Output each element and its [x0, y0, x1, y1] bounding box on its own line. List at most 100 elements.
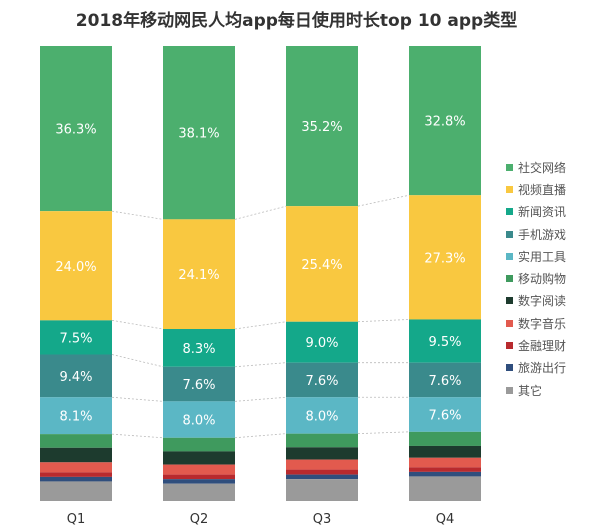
legend-swatch: [506, 163, 513, 171]
legend-item: 数字阅读: [506, 290, 593, 312]
connector-line: [357, 194, 410, 207]
legend-item: 数字音乐: [506, 312, 593, 334]
bar-segment-2-q3: [286, 206, 358, 322]
bar-segment-4-q2: [163, 366, 235, 402]
legend-swatch: [506, 386, 513, 394]
legend-label: 社交网络: [518, 160, 567, 175]
bar-segment-10-q2: [163, 479, 235, 484]
x-tick-label: Q3: [313, 512, 332, 527]
x-tick-label: Q4: [436, 512, 455, 527]
bar-segment-10-q3: [286, 474, 358, 480]
data-label: 8.0%: [305, 409, 338, 424]
bar-segment-4-q4: [409, 362, 481, 398]
bar-segment-8-q3: [286, 459, 358, 470]
bar-segment-5-q1: [40, 397, 112, 435]
legend-swatch: [506, 275, 513, 283]
bar-segment-11-q1: [40, 481, 112, 501]
legend-label: 手机游戏: [518, 227, 567, 242]
legend-label: 新闻资讯: [518, 205, 567, 220]
legend-swatch: [506, 252, 513, 260]
data-label: 27.3%: [424, 251, 465, 266]
bar-segment-6-q4: [409, 431, 481, 446]
bar-segment-10-q4: [409, 471, 481, 477]
data-label: 8.1%: [59, 410, 92, 425]
data-label: 8.3%: [182, 342, 215, 357]
connector-line: [111, 396, 164, 402]
data-label: 8.0%: [182, 414, 215, 429]
bar-segment-5-q4: [409, 397, 481, 432]
bar-segment-9-q4: [409, 467, 481, 472]
bar-segment-7-q1: [40, 447, 112, 463]
data-label: 7.6%: [305, 374, 338, 389]
data-label: 7.5%: [59, 331, 92, 346]
legend-label: 实用工具: [518, 249, 567, 264]
legend-label: 移动购物: [518, 272, 567, 287]
bar-segment-8-q2: [163, 464, 235, 475]
bar-segment-3-q2: [163, 329, 235, 367]
bar-segment-2-q4: [409, 195, 481, 320]
legend-item: 视频直播: [506, 178, 593, 200]
legend-item: 金融理财: [506, 334, 593, 356]
data-label: 9.0%: [305, 336, 338, 351]
legend-swatch: [506, 319, 513, 327]
bar-segment-6-q3: [286, 433, 358, 448]
data-label: 9.4%: [59, 370, 92, 385]
bar-segment-1-q3: [286, 46, 358, 207]
data-label: 38.1%: [178, 127, 219, 142]
series-connector-lines: [111, 194, 410, 439]
data-label: 7.6%: [428, 409, 461, 424]
data-label: 24.0%: [55, 260, 96, 275]
bar-segment-11-q3: [286, 479, 358, 501]
legend-item: 其它: [506, 379, 593, 401]
chart-title: 2018年移动网民人均app每日使用时长top 10 app类型: [75, 11, 518, 31]
bar-segment-2-q2: [163, 219, 235, 330]
legend-item: 旅游出行: [506, 357, 593, 379]
data-label: 32.8%: [424, 115, 465, 130]
legend-swatch: [506, 208, 513, 216]
bar-segment-3-q3: [286, 321, 358, 363]
bar-segment-7-q2: [163, 451, 235, 465]
bar-segment-5-q2: [163, 401, 235, 438]
data-label: 9.5%: [428, 335, 461, 350]
bar-segment-5-q3: [286, 397, 358, 434]
legend-swatch: [506, 297, 513, 305]
bar-segment-9-q2: [163, 474, 235, 480]
connector-line: [111, 319, 164, 330]
bar-segment-9-q3: [286, 469, 358, 475]
bar-segment-8-q1: [40, 462, 112, 473]
legend-swatch: [506, 185, 513, 193]
data-label: 35.2%: [301, 120, 342, 135]
legend-swatch: [506, 342, 513, 350]
bar-segment-8-q4: [409, 457, 481, 468]
legend-label: 数字阅读: [518, 294, 567, 309]
bar-segment-11-q2: [163, 483, 235, 501]
data-label: 36.3%: [55, 123, 96, 138]
connector-line: [111, 354, 164, 368]
bar-segment-10-q1: [40, 476, 112, 482]
bar-segment-4-q3: [286, 362, 358, 398]
legend-label: 其它: [518, 383, 543, 398]
legend-label: 视频直播: [518, 182, 567, 197]
legend-item: 手机游戏: [506, 223, 593, 245]
data-label: 25.4%: [301, 258, 342, 273]
bar-segment-3-q4: [409, 319, 481, 363]
bar-segment-9-q1: [40, 472, 112, 477]
connector-line: [234, 433, 287, 439]
legend-item: 社交网络: [506, 156, 593, 178]
connector-line: [234, 205, 287, 220]
bar-segment-1-q4: [409, 46, 481, 196]
x-axis-tick-labels: Q1 Q2 Q3 Q4: [67, 512, 455, 527]
bar-segment-4-q1: [40, 354, 112, 398]
bar-segment-2-q1: [40, 211, 112, 321]
connector-line: [357, 431, 410, 435]
data-label: 7.6%: [428, 374, 461, 389]
bar-segment-3-q1: [40, 320, 112, 355]
connector-line: [357, 319, 410, 323]
legend-item: 移动购物: [506, 267, 593, 289]
bar-segments: [40, 46, 481, 501]
data-labels: 36.3% 24.0% 7.5% 9.4% 8.1% 38.1% 24.1% 8.3% 7.6%…: [55, 115, 465, 429]
bar-segment-11-q4: [409, 476, 481, 501]
bar-segment-6-q1: [40, 434, 112, 448]
x-tick-label: Q1: [67, 512, 86, 527]
